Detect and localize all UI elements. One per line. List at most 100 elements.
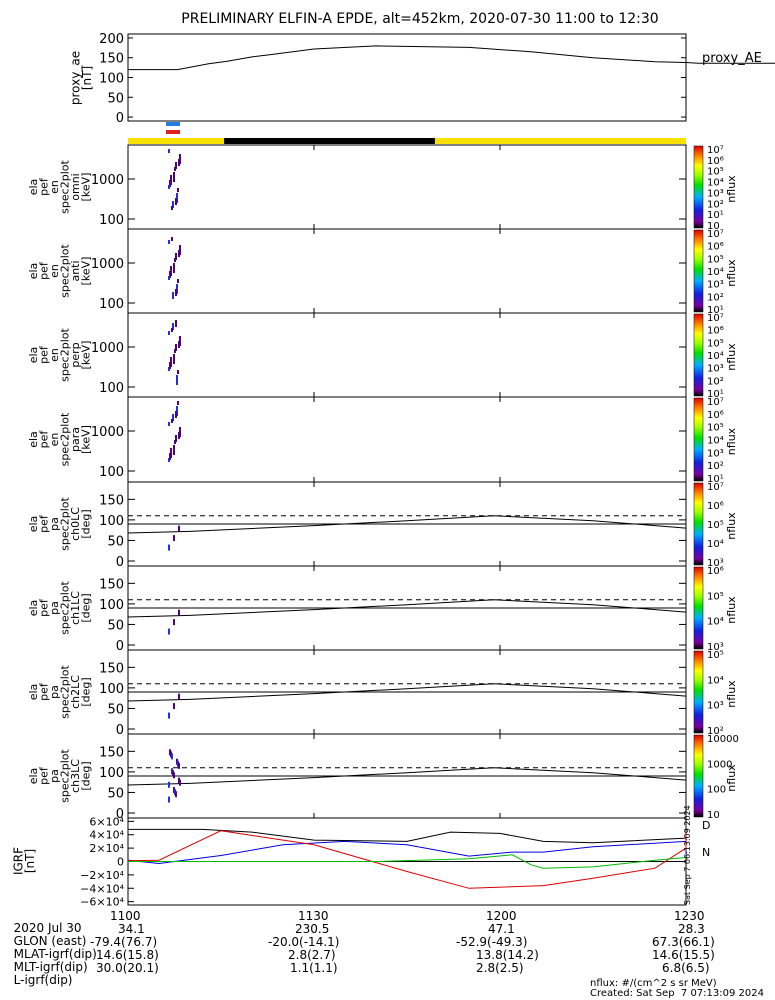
y-tick-label: 100 — [99, 598, 124, 613]
colorbar-tick-label: 10⁴ — [707, 436, 724, 447]
colorbar-tick-label: 10³ — [707, 364, 724, 375]
val-mlat-2: -20.0(-14.1) — [268, 935, 340, 949]
spectrogram-streak — [171, 328, 173, 332]
spectrogram-streak — [168, 149, 170, 153]
y-tick-label: 150 — [99, 52, 124, 67]
title: PRELIMINARY ELFIN-A EPDE, alt=452km, 202… — [181, 11, 659, 27]
y-tick-label: 1000 — [91, 257, 124, 272]
spectrogram-streak — [178, 341, 180, 348]
pitch-angle-streak — [168, 796, 170, 803]
pitch-angle-streak — [173, 619, 175, 626]
colorbar-tick-label: 10⁶ — [707, 566, 724, 577]
colorbar-tick-label: 10¹ — [707, 305, 724, 316]
axis-label-line: pef — [37, 261, 50, 280]
spectrogram-streak — [168, 276, 170, 280]
spectrogram-streak — [173, 354, 175, 364]
pitch-angle-streak — [171, 753, 173, 760]
axis-label-line: pef — [37, 177, 50, 196]
y-tick-label: 6×10⁴ — [89, 815, 124, 828]
colorbar-label: nflux — [725, 512, 738, 540]
pitch-angle-streak — [168, 628, 170, 635]
y-tick-label: 50 — [107, 534, 124, 549]
loss-cone-curve — [127, 767, 687, 786]
val-mlt-2: 2.8(2.7) — [288, 948, 336, 962]
bottom-row-label: GLON (east) — [13, 934, 87, 948]
axis-label-line: pa — [48, 601, 61, 615]
spectrogram-streak — [178, 250, 180, 257]
bottom-row-glon: GLON (east) — [6, 923, 87, 947]
axis-label-line: en — [48, 348, 61, 362]
colorbar-tick-label: 10² — [707, 376, 724, 387]
loss-cone-curve — [127, 599, 687, 618]
colorbar-label: nflux — [725, 343, 738, 371]
val-date-1: 1100 — [110, 909, 141, 923]
colorbar-tick-label: 10 — [707, 810, 720, 821]
colorbar-tick-label: 10⁵ — [707, 254, 724, 265]
val-glon-2: 230.5 — [295, 922, 330, 936]
val-date-2: 1130 — [298, 909, 329, 923]
val-mlat-4: 67.3(66.1) — [652, 935, 715, 949]
colorbar-tick-label: 10⁶ — [707, 410, 724, 421]
bottom-row-mlt: MLT-igrf(dip) — [6, 949, 88, 973]
y-tick-label: 4×10⁴ — [89, 829, 124, 842]
y-tick-label: 50 — [107, 786, 124, 801]
val-l-1: 30.0(20.1) — [96, 961, 159, 975]
colorbar-label: nflux — [725, 596, 738, 624]
colorbar-tick-label: 10² — [707, 199, 724, 210]
val-glon-3: 47.1 — [488, 922, 515, 936]
y-tick-label: 50 — [107, 618, 124, 633]
spectrogram-streak — [176, 375, 178, 385]
colorbar-tick-label: 10³ — [707, 280, 724, 291]
science-zone-blue-marker — [166, 122, 180, 126]
y-tick-label: 100 — [99, 766, 124, 781]
colorbar-tick-label: 10000 — [707, 734, 739, 745]
colorbar-tick-label: 10³ — [707, 642, 724, 653]
colorbar-label: nflux — [725, 427, 738, 455]
y-tick-label: 0 — [116, 639, 124, 654]
spectrogram-streak — [178, 159, 180, 166]
colorbar-tick-label: 10⁴ — [707, 351, 724, 362]
pitch-angle-streak — [178, 762, 180, 769]
colorbar-tick-label: 10⁵ — [707, 338, 724, 349]
spectrogram-streak — [175, 253, 177, 260]
colorbar-tick-label: 10³ — [707, 188, 724, 199]
colorbar-tick-label: 10⁴ — [707, 178, 724, 189]
footer-vertical-note: Sat Sep 7 06:13:09 2024 — [683, 805, 692, 905]
y-tick-label: 100 — [99, 682, 124, 697]
y-tick-label: 150 — [99, 745, 124, 760]
colorbar-tick-label: 100 — [707, 785, 726, 796]
colorbar-label: nflux — [725, 764, 738, 792]
bottom-row-label: MLAT-igrf(dip) — [13, 947, 97, 961]
spectrogram-streak — [168, 185, 170, 189]
y-tick-label: 1000 — [91, 425, 124, 440]
axis-label-line: IGRF — [12, 847, 26, 875]
axis-label-line: spec2plot — [58, 244, 71, 298]
colorbar-tick-label: 10⁵ — [707, 650, 724, 661]
proxy-ae-ylabel: proxy_ae[nT] — [69, 51, 94, 105]
axis-label-line: ela — [27, 347, 40, 364]
axis-label-line: en — [48, 180, 61, 194]
colorbar-tick-label: 10² — [707, 461, 724, 472]
pitch-angle-streak — [173, 772, 175, 779]
y-tick-label: 100 — [99, 72, 124, 87]
y-tick-label: 1000 — [91, 173, 124, 188]
footer-units: nflux: #/(cm^2 s sr MeV) — [590, 978, 717, 989]
axis-label-line: anti — [69, 260, 82, 281]
y-tick-label: 100 — [99, 514, 124, 529]
footer-created: Created: Sat Sep 7 07:13:09 2024 — [590, 988, 764, 999]
igrf-series-line — [127, 830, 687, 889]
y-tick-label: −6×10⁴ — [80, 896, 124, 909]
colorbar-tick-label: 10⁴ — [707, 267, 724, 278]
bottom-row-label: 2020 Jul 30 — [13, 921, 82, 935]
colorbar-tick-label: 1000 — [707, 759, 732, 770]
colorbar-tick-label: 10⁶ — [707, 242, 724, 253]
colorbar-tick-label: 10⁵ — [707, 591, 724, 602]
axis-label-line: perp — [69, 342, 82, 367]
spectrogram-streak — [178, 432, 180, 439]
colorbar-label: nflux — [725, 175, 738, 203]
y-tick-label: 0 — [116, 111, 124, 126]
colorbar — [693, 229, 704, 313]
